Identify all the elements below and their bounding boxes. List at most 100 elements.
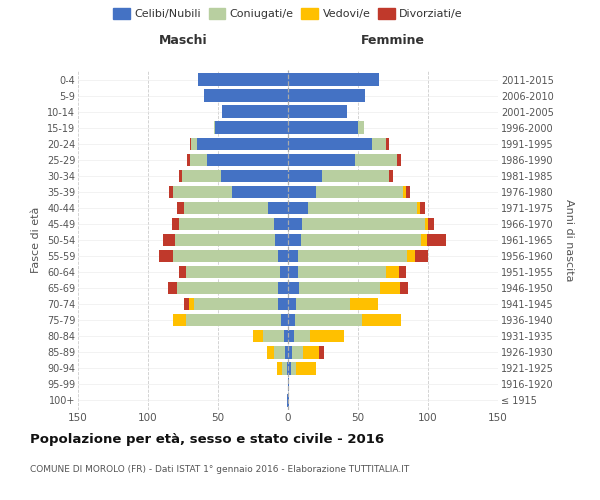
Bar bbox=[417, 202, 419, 214]
Bar bbox=[159, 250, 173, 262]
Bar bbox=[207, 154, 288, 166]
Bar bbox=[283, 362, 287, 374]
Bar bbox=[221, 170, 288, 182]
Bar bbox=[302, 218, 425, 230]
Bar bbox=[288, 266, 298, 278]
Bar bbox=[277, 362, 283, 374]
Bar bbox=[182, 170, 221, 182]
Bar bbox=[184, 202, 268, 214]
Bar bbox=[398, 266, 406, 278]
Bar bbox=[427, 234, 446, 246]
Bar bbox=[232, 186, 288, 198]
Bar bbox=[293, 330, 310, 342]
Bar bbox=[178, 202, 184, 214]
Bar bbox=[288, 282, 299, 294]
Bar bbox=[167, 282, 178, 294]
Text: Popolazione per età, sesso e stato civile - 2016: Popolazione per età, sesso e stato civil… bbox=[30, 432, 384, 446]
Bar bbox=[190, 138, 191, 150]
Bar bbox=[407, 250, 415, 262]
Bar bbox=[175, 234, 275, 246]
Bar bbox=[298, 250, 407, 262]
Bar bbox=[288, 330, 293, 342]
Bar bbox=[284, 330, 288, 342]
Bar bbox=[288, 90, 365, 102]
Bar bbox=[169, 186, 173, 198]
Bar bbox=[188, 298, 194, 310]
Bar bbox=[186, 314, 281, 326]
Bar bbox=[186, 266, 280, 278]
Bar bbox=[296, 298, 350, 310]
Bar bbox=[288, 170, 322, 182]
Bar bbox=[362, 314, 401, 326]
Bar bbox=[350, 298, 377, 310]
Bar bbox=[179, 170, 182, 182]
Bar bbox=[215, 122, 288, 134]
Y-axis label: Fasce di età: Fasce di età bbox=[31, 207, 41, 273]
Legend: Celibi/Nubili, Coniugati/e, Vedovi/e, Divorziati/e: Celibi/Nubili, Coniugati/e, Vedovi/e, Di… bbox=[113, 8, 463, 19]
Bar bbox=[222, 106, 288, 118]
Bar bbox=[288, 122, 358, 134]
Bar bbox=[291, 362, 296, 374]
Bar bbox=[355, 154, 397, 166]
Bar bbox=[278, 282, 288, 294]
Bar bbox=[278, 250, 288, 262]
Bar bbox=[199, 74, 288, 86]
Bar bbox=[281, 314, 288, 326]
Bar bbox=[163, 234, 175, 246]
Bar bbox=[358, 122, 364, 134]
Text: COMUNE DI MOROLO (FR) - Dati ISTAT 1° gennaio 2016 - Elaborazione TUTTITALIA.IT: COMUNE DI MOROLO (FR) - Dati ISTAT 1° ge… bbox=[30, 466, 409, 474]
Bar bbox=[288, 298, 296, 310]
Bar bbox=[173, 186, 232, 198]
Bar bbox=[386, 266, 398, 278]
Bar bbox=[179, 266, 186, 278]
Bar bbox=[178, 282, 278, 294]
Bar bbox=[173, 250, 278, 262]
Bar bbox=[288, 186, 316, 198]
Bar bbox=[415, 250, 428, 262]
Bar bbox=[299, 282, 380, 294]
Bar bbox=[190, 154, 207, 166]
Bar bbox=[425, 218, 428, 230]
Bar bbox=[389, 170, 393, 182]
Bar bbox=[288, 234, 301, 246]
Bar bbox=[267, 346, 274, 358]
Bar bbox=[288, 378, 289, 390]
Bar bbox=[285, 346, 288, 358]
Bar bbox=[184, 298, 188, 310]
Bar bbox=[428, 218, 434, 230]
Bar bbox=[288, 138, 372, 150]
Bar bbox=[296, 362, 316, 374]
Bar bbox=[386, 138, 389, 150]
Bar bbox=[278, 298, 288, 310]
Bar bbox=[288, 74, 379, 86]
Bar bbox=[194, 298, 278, 310]
Bar bbox=[372, 138, 386, 150]
Bar bbox=[304, 346, 319, 358]
Bar bbox=[295, 314, 362, 326]
Bar bbox=[197, 138, 288, 150]
Bar bbox=[316, 186, 403, 198]
Bar bbox=[397, 154, 401, 166]
Bar bbox=[288, 154, 355, 166]
Y-axis label: Anni di nascita: Anni di nascita bbox=[565, 198, 574, 281]
Bar bbox=[288, 314, 295, 326]
Bar bbox=[308, 202, 417, 214]
Bar bbox=[191, 138, 197, 150]
Bar bbox=[298, 266, 386, 278]
Bar bbox=[406, 186, 410, 198]
Bar bbox=[400, 282, 409, 294]
Bar bbox=[280, 266, 288, 278]
Bar bbox=[274, 218, 288, 230]
Bar bbox=[288, 202, 308, 214]
Text: Maschi: Maschi bbox=[158, 34, 208, 48]
Bar bbox=[274, 346, 285, 358]
Bar bbox=[288, 106, 347, 118]
Bar bbox=[292, 346, 304, 358]
Bar bbox=[173, 314, 186, 326]
Bar bbox=[275, 234, 288, 246]
Bar bbox=[403, 186, 406, 198]
Bar bbox=[288, 362, 291, 374]
Bar bbox=[287, 394, 288, 406]
Bar bbox=[187, 154, 190, 166]
Bar bbox=[287, 362, 288, 374]
